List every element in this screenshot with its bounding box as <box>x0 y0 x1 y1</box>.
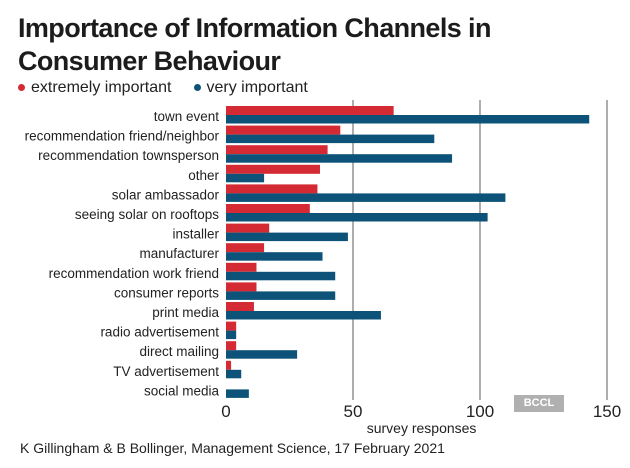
legend-item-very-important: very important <box>193 79 308 97</box>
bar-extremely-important <box>226 184 318 194</box>
x-tick-label: 150 <box>593 402 621 421</box>
category-label: other <box>188 168 219 183</box>
legend-swatch-icon <box>18 84 25 92</box>
x-tick-label: 100 <box>466 402 494 421</box>
bar-extremely-important <box>226 223 270 233</box>
bar-very-important <box>226 252 323 261</box>
category-label: print media <box>152 305 219 320</box>
category-label: radio advertisement <box>100 325 219 340</box>
bar-extremely-important <box>226 145 328 155</box>
bar-extremely-important <box>226 341 237 351</box>
bar-very-important <box>226 154 453 163</box>
category-label: TV advertisement <box>113 364 219 379</box>
bar-very-important <box>226 350 298 359</box>
category-label: recommendation work friend <box>49 266 219 281</box>
legend-item-extremely-important: extremely important <box>18 79 172 97</box>
bar-very-important <box>226 291 336 300</box>
bar-extremely-important <box>226 125 341 135</box>
category-label: solar ambassador <box>112 187 220 202</box>
category-label: consumer reports <box>114 285 219 300</box>
bar-very-important <box>226 369 242 379</box>
bar-very-important <box>226 232 348 242</box>
bar-extremely-important <box>226 262 257 272</box>
bar-extremely-important <box>226 164 320 174</box>
category-label: recommendation townsperson <box>38 148 219 163</box>
bar-extremely-important <box>226 321 237 331</box>
watermark: BCCL <box>514 395 564 412</box>
bar-very-important <box>226 134 435 144</box>
category-label: manufacturer <box>139 246 219 261</box>
category-label: seeing solar on rooftops <box>75 207 219 222</box>
legend-label: extremely important <box>31 79 172 96</box>
x-tick-label: 0 <box>221 402 230 421</box>
category-label: recommendation friend/neighbor <box>25 129 220 144</box>
bar-very-important <box>226 193 506 202</box>
bar-extremely-important <box>226 302 254 311</box>
bar-very-important <box>226 213 488 222</box>
category-label: social media <box>144 383 220 398</box>
bar-extremely-important <box>226 204 310 213</box>
legend-label: very important <box>206 79 308 96</box>
category-label: direct mailing <box>139 344 219 359</box>
bar-very-important <box>226 271 336 281</box>
legend-swatch-icon <box>193 84 201 92</box>
bar-extremely-important <box>226 282 257 292</box>
category-label: town event <box>154 109 220 124</box>
bar-extremely-important <box>226 360 232 370</box>
bar-very-important <box>226 311 381 320</box>
bar-very-important <box>226 389 249 398</box>
bar-very-important <box>226 173 265 183</box>
bar-very-important <box>226 330 237 340</box>
chart-title: Importance of Information Channels in Co… <box>18 13 491 76</box>
x-tick-label: 50 <box>344 402 363 421</box>
source-note: K Gillingham & B Bollinger, Management S… <box>20 440 445 456</box>
category-label: installer <box>172 227 219 242</box>
bar-extremely-important <box>226 243 265 253</box>
bar-very-important <box>226 115 590 124</box>
x-axis-label: survey responses <box>367 420 477 436</box>
bar-extremely-important <box>226 106 394 115</box>
legend: extremely important very important <box>18 79 308 97</box>
